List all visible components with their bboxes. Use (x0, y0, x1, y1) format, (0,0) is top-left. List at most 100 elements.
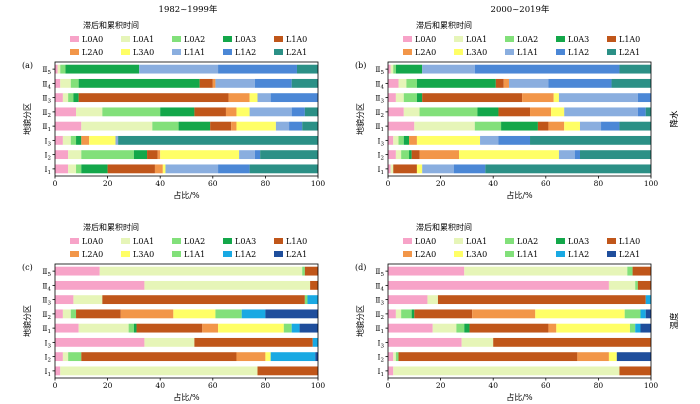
panel-b: 滞后和累积时间 L0A0 L0A1 L0A2 L0A3 L1A0 L2A0 L3A0 L1A1 L… (355, 20, 680, 200)
category-label: Ⅱ3 (42, 296, 51, 307)
bar-segment-l0a0 (55, 64, 58, 74)
bar-segment-l2a0 (154, 164, 163, 174)
legend-swatch (607, 49, 616, 55)
bar-segment-l1a0 (498, 107, 531, 117)
category-label: Ⅱ1 (42, 324, 51, 335)
category-label: Ⅱ4 (42, 281, 51, 292)
bar-segment-l1a0 (469, 323, 549, 333)
bar-segment-l0a2 (102, 107, 161, 117)
legend-label: L2A1 (286, 48, 307, 57)
bar-segment-l1a2 (474, 64, 620, 74)
bar-segment-l0a0 (388, 135, 394, 145)
panel-letter: (d) (355, 263, 366, 272)
legend-swatch (274, 238, 283, 244)
bar-segment-l2a0 (503, 78, 509, 88)
legend-swatch (70, 238, 79, 244)
bar-segment-l0a3 (416, 78, 496, 88)
bar-segment-l1a0 (398, 352, 578, 362)
bar-segment-l0a2 (635, 280, 638, 290)
x-tick-label: 40 (488, 179, 498, 188)
bar-segment-l3a0 (249, 93, 258, 103)
bar-segment-l3a0 (236, 107, 250, 117)
bar-segment-l1a2 (254, 78, 292, 88)
bar-segment-l1a1 (115, 135, 119, 145)
x-axis-label: 占比/% (506, 190, 533, 200)
bar-segment-l0a1 (62, 135, 71, 145)
panel-letter: (c) (22, 263, 33, 272)
legend-swatch (274, 49, 283, 55)
bar-segment-l0a3 (501, 121, 538, 131)
bar-segment-l0a3 (81, 164, 108, 174)
legend-label: L1A0 (619, 237, 640, 246)
bar-segment-l0a0 (388, 366, 394, 376)
bar-segment-l1a1 (564, 107, 638, 117)
panel-letter: (b) (355, 61, 366, 70)
plot-frame (54, 61, 319, 177)
bar-segment-l1a0 (393, 164, 417, 174)
bar-segment-l1a2 (312, 337, 318, 347)
bar-segment-l2a0 (548, 323, 557, 333)
bar-segment-l0a0 (388, 64, 391, 74)
bar-segment-l2a1 (118, 135, 319, 145)
bar-segment-l0a3 (464, 323, 470, 333)
panel-letter: (a) (22, 61, 33, 70)
legend-swatch (70, 251, 79, 257)
category-label: Ⅰ2 (378, 151, 384, 162)
bar-segment-l0a3 (133, 150, 148, 160)
legend-swatch (223, 36, 232, 42)
bar-segment-l2a1 (315, 352, 318, 362)
bar-segment-l3a0 (416, 164, 423, 174)
legend-label: L0A0 (82, 35, 103, 44)
bar-segment-l1a1 (422, 164, 454, 174)
category-label: Ⅰ2 (45, 353, 51, 364)
bar-segment-l0a0 (55, 135, 63, 145)
legend-swatch (70, 49, 79, 55)
legend-label: L1A1 (517, 48, 538, 57)
category-label: Ⅱ1 (42, 122, 51, 133)
bar-segment-l1a0 (136, 323, 203, 333)
bar-segment-l0a1 (78, 323, 129, 333)
bar-segment-l0a3 (411, 309, 415, 319)
bar-segment-l0a1 (81, 121, 153, 131)
category-label: Ⅰ3 (378, 338, 385, 349)
legend-swatch (121, 49, 130, 55)
bar-segment-l2a0 (231, 121, 237, 131)
bar-segment-l0a2 (401, 150, 410, 160)
x-tick-label: 80 (261, 179, 271, 188)
bar-segment-l2a0 (202, 323, 219, 333)
bar-segment-l2a1 (579, 150, 651, 160)
legend-swatch (121, 238, 130, 244)
bar-segment-l0a1 (395, 309, 402, 319)
bar-segment-l1a0 (414, 309, 473, 319)
legend-swatch (607, 251, 616, 257)
bar-segment-l3a0 (160, 150, 240, 160)
bar-segment-l0a1 (464, 266, 628, 276)
y-axis-label: 地貌分区 (355, 103, 365, 135)
bar-segment-l0a1 (62, 93, 69, 103)
bar-segment-l0a1 (390, 164, 394, 174)
x-tick-label: 40 (155, 381, 165, 390)
bar-segment-l0a0 (388, 78, 399, 88)
legend-label: L2A1 (619, 250, 640, 259)
legend-label: L0A0 (415, 237, 436, 246)
legend-swatch (505, 49, 514, 55)
bar-segment-l0a1 (76, 107, 103, 117)
bar-segment-l0a0 (388, 107, 404, 117)
bar-segment-l1a1 (624, 309, 641, 319)
bar-segment-l0a1 (393, 366, 620, 376)
bar-segment-l0a0 (388, 352, 394, 362)
legend-swatch (454, 238, 463, 244)
bar-segment-l0a0 (388, 164, 391, 174)
legend-swatch (454, 251, 463, 257)
bar-segment-l0a0 (388, 93, 396, 103)
legend-label: L0A3 (568, 35, 589, 44)
bar-segment-l1a1 (304, 295, 308, 305)
bar-segment-l0a2 (393, 64, 396, 74)
bar-segment-l0a0 (388, 150, 396, 160)
x-tick-label: 60 (541, 179, 551, 188)
bar-segment-l1a1 (239, 150, 255, 160)
category-label: Ⅱ4 (375, 79, 384, 90)
legend-label: L3A0 (466, 250, 487, 259)
bar-segment-l0a2 (70, 309, 77, 319)
bar-segment-l0a1 (393, 135, 399, 145)
